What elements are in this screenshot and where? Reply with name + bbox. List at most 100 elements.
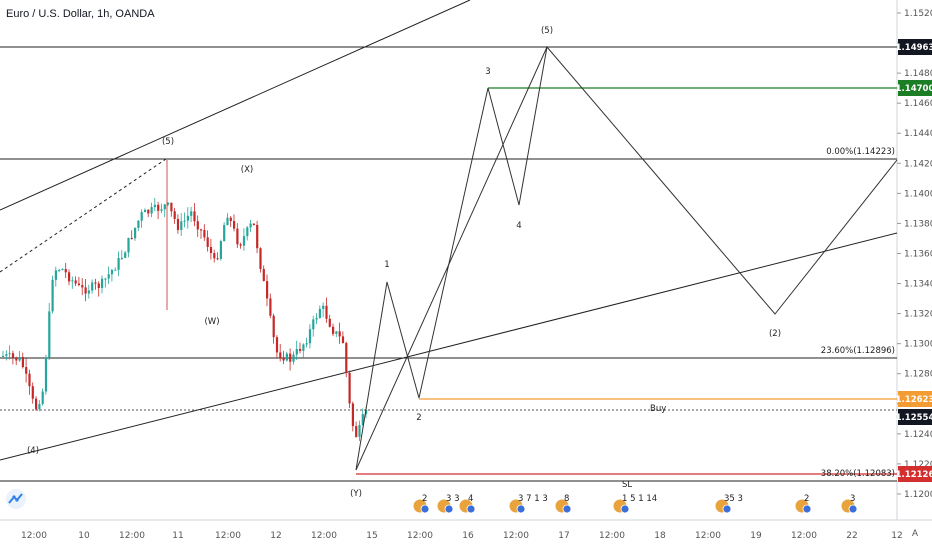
time-tick-label: 12:00 [599,531,625,541]
price-tick-label: 1.12400 [904,430,932,440]
wave-label: (X) [241,165,253,175]
candle-body [256,224,259,249]
candle-body [351,403,354,427]
candle-body [8,353,11,355]
candle-body [209,246,213,254]
candle-body [153,204,156,208]
candle-body [31,386,34,399]
candle-body [127,237,130,253]
candle-body [180,221,183,230]
candle-body [117,257,120,270]
candle-body [308,329,312,344]
event-badge-label: 8 [564,494,569,504]
wave-label: 4 [516,221,521,231]
candle-body [21,357,24,368]
time-tick-label: 22 [846,531,857,541]
candle-body [295,348,298,355]
event-badge-label: 4 [468,494,473,504]
candle-body [200,229,203,231]
tradingview-logo-icon[interactable] [5,488,27,510]
candle-body [196,221,199,230]
candle-body [233,221,236,229]
price-tag-label: 1.14963 [896,43,932,53]
event-badge-label: 3 7 1 3 [518,494,548,504]
price-tick-label: 1.15200 [904,9,932,19]
candle-body [143,209,147,213]
candle-body [279,352,282,359]
event-flag-icon [802,504,812,514]
candle-body [226,217,229,226]
candle-body [97,283,100,288]
candle-body [64,269,67,273]
candle-body [299,348,302,351]
candle-body [289,353,292,362]
candle-body [18,357,21,361]
candle-body [223,225,226,242]
candle-body [355,426,358,437]
price-tag[interactable] [898,39,932,55]
event-badge-label: 1 5 1 14 [622,494,657,504]
candle-body [58,270,61,272]
wave-label: (W) [204,317,219,327]
candle-body [35,398,38,410]
price-tag-label: 1.14700 [896,84,932,94]
event-flag-icon [466,504,476,514]
time-tick-label: 12:00 [407,531,433,541]
candle-body [275,337,279,353]
event-flag-icon [620,504,630,514]
auto-scale-button[interactable]: A [912,528,919,538]
candle-body [91,282,94,291]
candle-body [28,373,31,387]
price-tick-label: 1.14200 [904,159,932,169]
candle-body [130,237,133,239]
candle-body [282,358,285,361]
time-tick-label: 10 [78,531,90,541]
candle-body [328,318,331,327]
price-tag[interactable] [898,409,932,425]
wave-label: (5) [162,137,174,147]
candle-body [305,343,308,345]
candle-body [186,215,189,221]
candle-body [101,278,104,288]
candle-body [242,236,246,246]
candle-body [51,279,54,312]
event-badge-label: 35 3 [724,494,743,504]
candle-body [269,298,272,316]
time-tick-label: 12:00 [695,531,721,541]
candle-body [341,336,345,344]
candle-body [206,237,209,247]
time-tick-label: 17 [558,531,569,541]
event-flag-icon [562,504,572,514]
fib-label-23-6: 23.60%(1.12896) [821,346,895,356]
candle-body [134,227,137,239]
wave-label: (5) [541,26,553,36]
candle-body [252,223,255,225]
candle-body [236,228,239,245]
candle-body [292,354,295,362]
wave-label: (4) [27,446,39,456]
event-flag-icon [516,504,526,514]
price-tag[interactable] [898,391,932,407]
candle-body [361,414,364,426]
candle-body [5,354,8,356]
candle-body [229,217,232,222]
price-tag[interactable] [898,466,932,482]
candle-body [44,357,48,392]
wave-label: 3 [485,67,490,77]
candle-body [345,343,348,373]
candle-body [150,207,153,214]
candle-body [259,248,262,269]
time-tick-label: 19 [750,531,762,541]
price-tick-label: 1.14400 [904,129,932,139]
candle-body [325,305,328,319]
time-tick-label: 12:00 [311,531,337,541]
sl-label: SL [622,480,632,490]
candle-body [84,287,87,294]
candle-body [249,223,252,228]
buy-label: Buy [650,404,666,414]
candle-body [272,315,275,338]
price-tag[interactable] [898,80,932,96]
price-tick-label: 1.14600 [904,99,932,109]
